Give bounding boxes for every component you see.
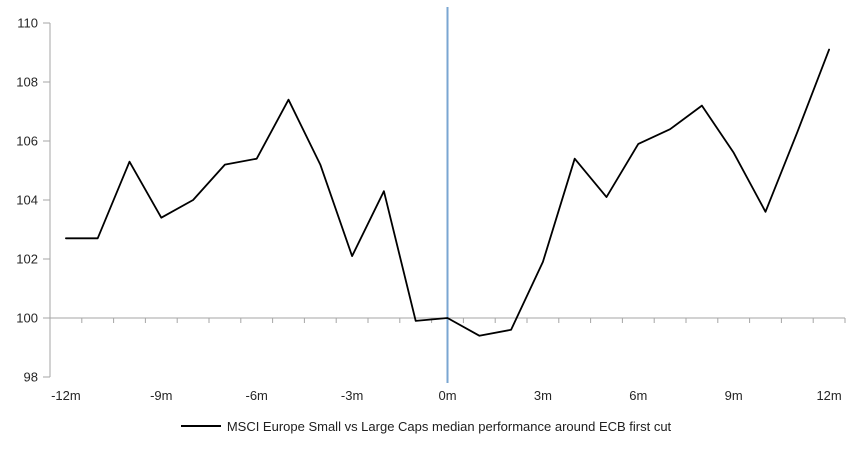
y-axis-tick-label: 104 [16,193,38,208]
series-line [65,48,830,337]
x-axis-tick-label: -12m [51,388,81,403]
y-axis-tick-label: 102 [16,252,38,267]
x-axis-tick-label: -6m [246,388,268,403]
y-axis-tick-label: 98 [24,370,38,385]
y-axis-tick-label: 106 [16,134,38,149]
x-axis-tick-label: 0m [438,388,456,403]
y-axis-tick-label: 108 [16,75,38,90]
x-axis-tick-label: 12m [816,388,841,403]
y-axis-tick-label: 100 [16,311,38,326]
chart-plot-area: 110 108 106 104 102 100 98 -12m -9m -6m -3m 0m 3m 6m 9… [16,7,846,403]
x-axis-tick-label: -3m [341,388,363,403]
y-axis-tick-label: 110 [17,16,38,31]
x-axis-tick-label: -9m [150,388,172,403]
x-axis-tick-label: 6m [629,388,647,403]
legend: MSCI Europe Small vs Large Caps median p… [0,414,852,438]
x-axis-tick-label: 9m [725,388,743,403]
legend-label: MSCI Europe Small vs Large Caps median p… [226,418,672,434]
legend-line-sample [180,425,221,427]
x-axis-tick-label: 3m [534,388,552,403]
